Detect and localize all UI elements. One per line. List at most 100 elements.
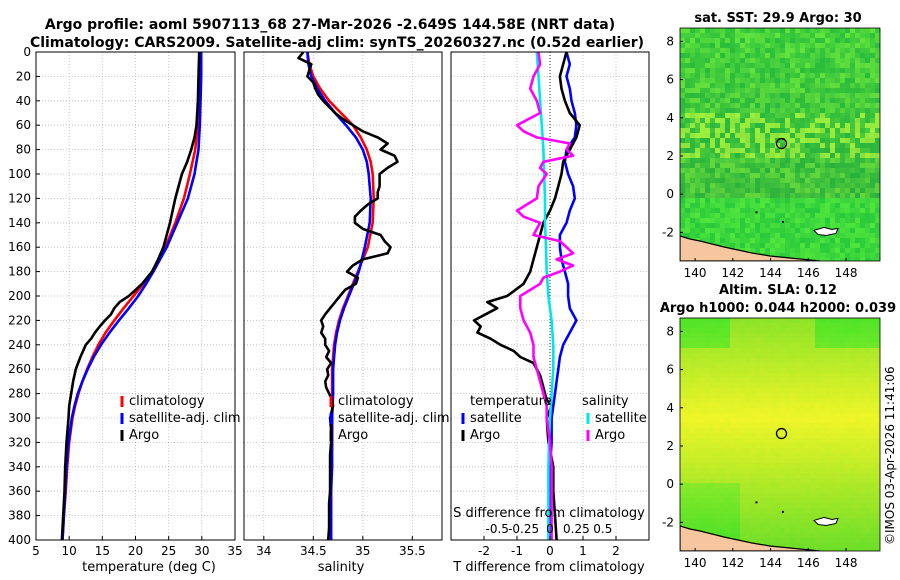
map-cell bbox=[755, 188, 761, 194]
map-cell bbox=[720, 358, 726, 364]
map-cell bbox=[850, 248, 856, 254]
map-cell bbox=[830, 158, 836, 164]
map-cell bbox=[720, 348, 726, 354]
map-cell bbox=[820, 218, 826, 224]
map-cell bbox=[705, 38, 711, 44]
map-cell bbox=[760, 478, 766, 484]
map-cell bbox=[780, 398, 786, 404]
map-cell bbox=[795, 183, 801, 189]
map-cell bbox=[865, 58, 871, 64]
map-cell bbox=[815, 463, 821, 469]
map-cell bbox=[795, 368, 801, 374]
map-cell bbox=[740, 173, 746, 179]
map-cell bbox=[800, 438, 806, 444]
map-cell bbox=[850, 528, 856, 534]
map-cell bbox=[755, 43, 761, 49]
map-cell bbox=[835, 393, 841, 399]
map-cell bbox=[830, 78, 836, 84]
map-cell bbox=[720, 393, 726, 399]
map-cell bbox=[795, 538, 801, 544]
map-cell bbox=[760, 178, 766, 184]
map-cell bbox=[875, 533, 880, 539]
map-cell bbox=[825, 543, 831, 549]
map-cell bbox=[755, 163, 761, 169]
map-cell bbox=[810, 373, 816, 379]
map-cell bbox=[680, 348, 686, 354]
map-cell bbox=[875, 463, 880, 469]
map-cell bbox=[680, 123, 686, 129]
map-cell bbox=[795, 413, 801, 419]
x-tick-label: 20 bbox=[128, 544, 143, 558]
map-cell bbox=[825, 133, 831, 139]
map-cell bbox=[750, 133, 756, 139]
map-cell bbox=[795, 88, 801, 94]
map-cell bbox=[835, 178, 841, 184]
map-cell bbox=[825, 238, 831, 244]
map-cell bbox=[815, 113, 821, 119]
map-cell bbox=[780, 248, 786, 254]
map-cell bbox=[715, 53, 721, 59]
map-cell bbox=[830, 253, 836, 259]
map-cell bbox=[795, 328, 801, 334]
map-cell bbox=[850, 463, 856, 469]
map-frame bbox=[679, 317, 881, 552]
map-cell bbox=[735, 418, 741, 424]
map-cell bbox=[865, 493, 871, 499]
map-cell bbox=[835, 323, 841, 329]
map-cell bbox=[745, 353, 751, 359]
map-cell bbox=[810, 123, 816, 129]
map-cell bbox=[850, 423, 856, 429]
map-cell bbox=[685, 373, 691, 379]
map-cell bbox=[735, 413, 741, 419]
map-cell bbox=[870, 213, 876, 219]
map-cell bbox=[875, 408, 880, 414]
map-cell bbox=[715, 228, 721, 234]
map-cell bbox=[760, 228, 766, 234]
map-cell bbox=[680, 148, 686, 154]
map-cell bbox=[840, 318, 846, 324]
map-cell bbox=[690, 128, 696, 134]
map-cell bbox=[785, 93, 791, 99]
map-cell bbox=[755, 123, 761, 129]
map-cell bbox=[715, 43, 721, 49]
map-cell bbox=[700, 113, 706, 119]
map-cell bbox=[845, 213, 851, 219]
map-cell bbox=[690, 343, 696, 349]
map-cell bbox=[710, 73, 716, 79]
series-line-climatology bbox=[61, 52, 202, 540]
map-cell bbox=[705, 408, 711, 414]
salinity-xlabel: salinity bbox=[318, 560, 365, 575]
map-cell bbox=[875, 53, 880, 59]
map-cell bbox=[735, 468, 741, 474]
map-cell bbox=[760, 453, 766, 459]
map-cell bbox=[695, 443, 701, 449]
map-cell bbox=[780, 88, 786, 94]
map-cell bbox=[875, 93, 880, 99]
map-cell bbox=[810, 108, 816, 114]
map-cell bbox=[815, 338, 821, 344]
map-cell bbox=[865, 238, 871, 244]
map-cell bbox=[875, 403, 880, 409]
map-cell bbox=[705, 48, 711, 54]
map-cell bbox=[695, 398, 701, 404]
map-cell bbox=[775, 383, 781, 389]
map-cell bbox=[765, 198, 771, 204]
map-cell bbox=[760, 388, 766, 394]
map-cell bbox=[755, 428, 761, 434]
map-cell bbox=[690, 163, 696, 169]
map-cell bbox=[850, 343, 856, 349]
map-cell bbox=[695, 358, 701, 364]
map-cell bbox=[790, 533, 796, 539]
map-cell bbox=[865, 68, 871, 74]
map-cell bbox=[810, 413, 816, 419]
map-cell bbox=[850, 498, 856, 504]
map-cell bbox=[870, 498, 876, 504]
map-cell bbox=[775, 253, 781, 259]
map-cell bbox=[760, 248, 766, 254]
map-cell bbox=[800, 383, 806, 389]
map-cell bbox=[730, 478, 736, 484]
map-cell bbox=[860, 548, 866, 551]
map-cell bbox=[870, 438, 876, 444]
map-cell bbox=[805, 348, 811, 354]
map-cell bbox=[720, 413, 726, 419]
